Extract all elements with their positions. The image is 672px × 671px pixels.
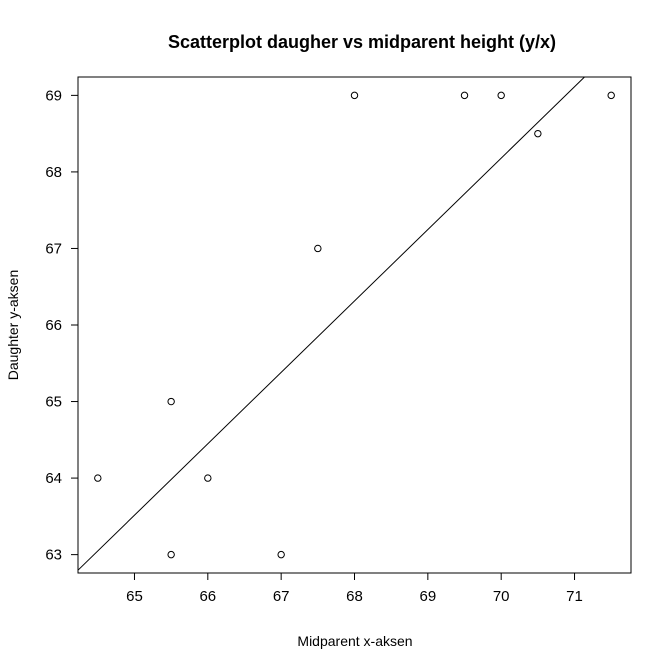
y-ticks: 63 64 65 66 67 68 69 <box>45 87 78 564</box>
data-point <box>497 91 505 100</box>
x-tick-label: 67 <box>273 588 290 605</box>
x-tick-label: 71 <box>566 588 583 605</box>
y-tick-label: 67 <box>45 240 62 257</box>
y-axis: 63 64 65 66 67 68 69 <box>45 87 78 564</box>
data-point <box>460 91 469 100</box>
x-tick-label: 70 <box>493 588 510 605</box>
data-point <box>350 91 359 100</box>
points-layer <box>94 91 615 559</box>
regression-line <box>77 76 585 571</box>
x-tick-label: 65 <box>126 588 143 605</box>
x-tick-label: 66 <box>199 588 216 605</box>
x-ticks: 65 66 67 68 69 70 71 <box>126 573 583 605</box>
data-point <box>167 550 175 559</box>
y-axis-label: Daughter y-aksen <box>5 270 21 381</box>
x-axis: 65 66 67 68 69 70 71 <box>126 573 583 605</box>
data-point <box>94 474 102 482</box>
y-tick-label: 68 <box>45 164 62 181</box>
data-point <box>167 397 175 406</box>
data-point <box>277 550 285 559</box>
plot-frame <box>77 76 632 574</box>
y-tick-label: 69 <box>45 87 62 104</box>
y-tick-label: 63 <box>45 547 62 564</box>
regression-line-layer <box>77 76 585 571</box>
x-tick-label: 69 <box>419 588 436 605</box>
data-point <box>204 474 212 482</box>
data-point <box>607 91 615 100</box>
x-axis-label: Midparent x-aksen <box>297 633 412 649</box>
y-tick-label: 65 <box>45 394 62 411</box>
data-point <box>314 244 322 253</box>
data-point <box>534 129 542 138</box>
y-tick-label: 66 <box>45 317 62 334</box>
x-tick-label: 68 <box>346 588 363 605</box>
y-tick-label: 64 <box>45 470 62 487</box>
chart-title: Scatterplot daugher vs midparent height … <box>168 32 556 52</box>
